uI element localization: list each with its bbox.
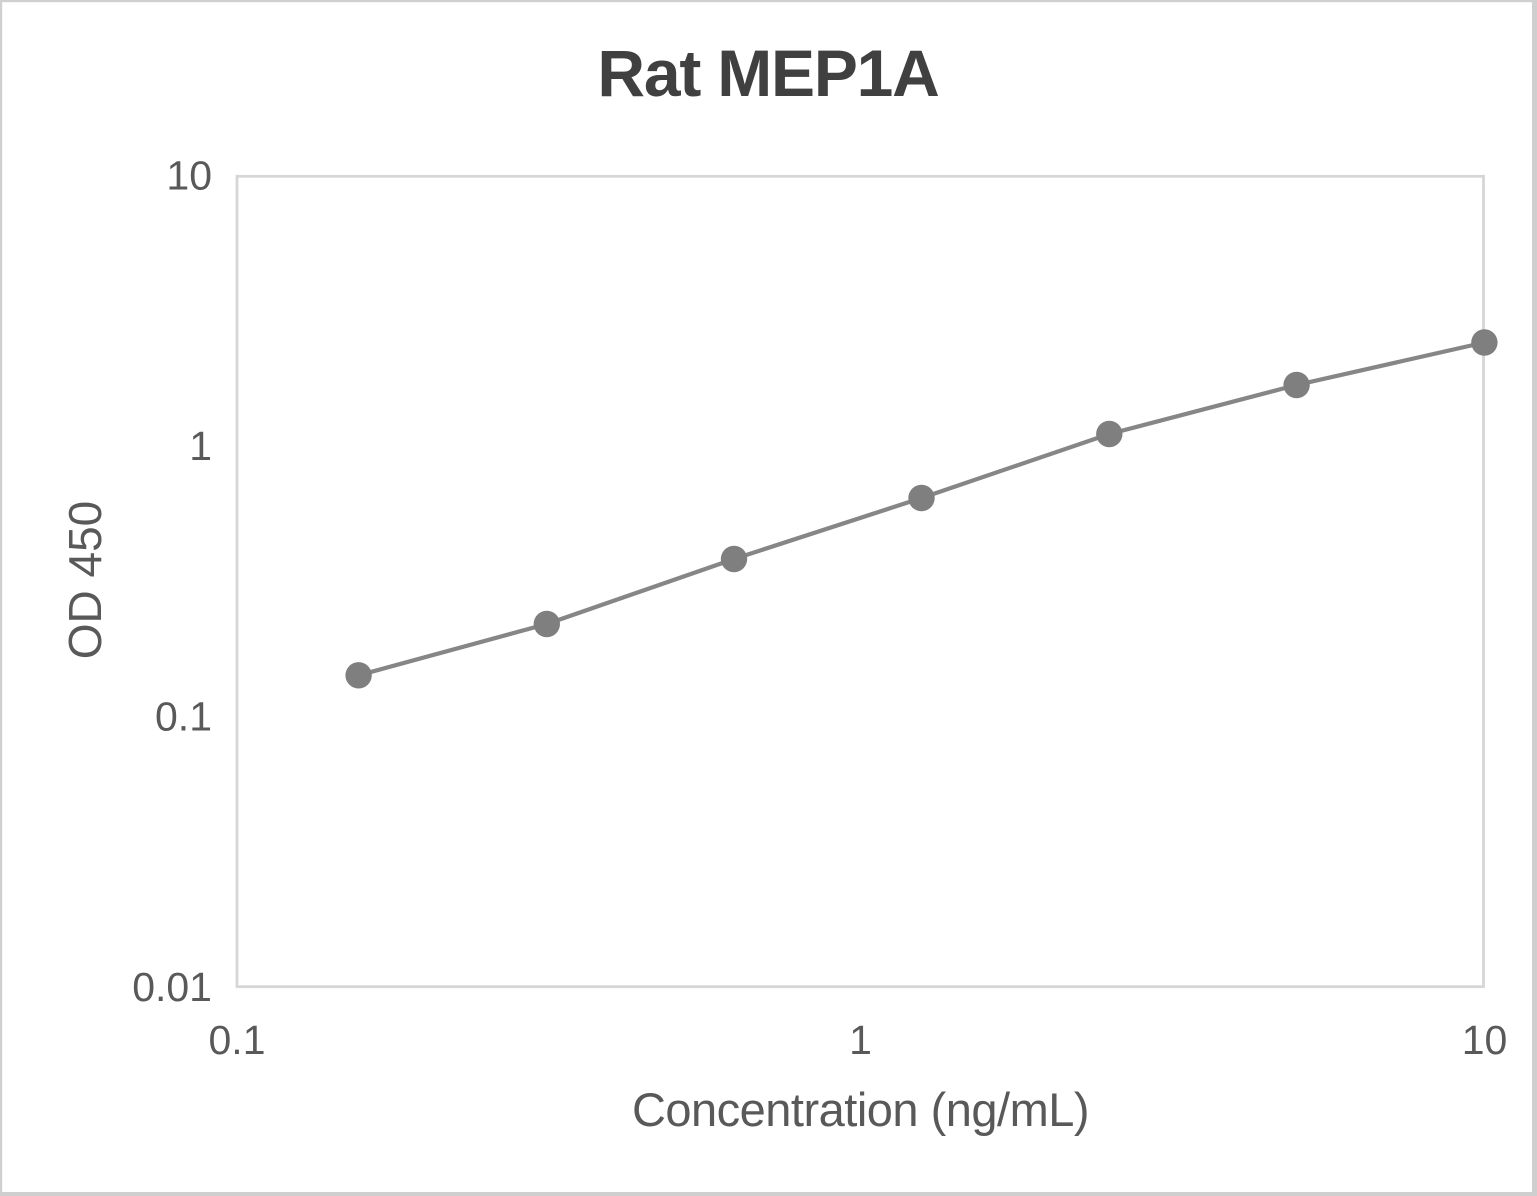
- svg-text:0.01: 0.01: [132, 964, 212, 1010]
- svg-text:10: 10: [1462, 1017, 1508, 1063]
- svg-text:10: 10: [166, 153, 212, 199]
- svg-text:1: 1: [189, 423, 212, 469]
- svg-text:0.1: 0.1: [209, 1017, 266, 1063]
- svg-text:0.1: 0.1: [155, 694, 212, 740]
- svg-text:OD 450: OD 450: [59, 501, 111, 660]
- svg-text:Concentration (ng/mL): Concentration (ng/mL): [632, 1083, 1089, 1136]
- svg-text:1: 1: [849, 1017, 872, 1063]
- svg-text:Rat MEP1A: Rat MEP1A: [597, 36, 938, 110]
